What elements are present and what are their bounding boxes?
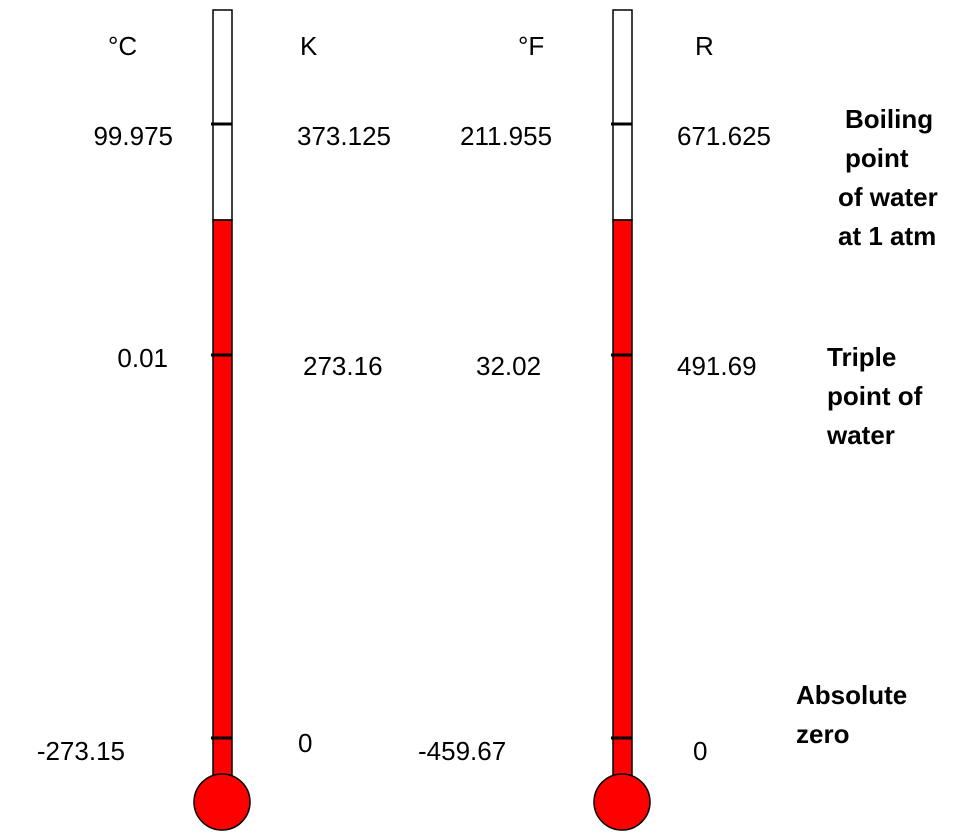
scale-header: °C	[108, 31, 137, 61]
scale-header: °F	[518, 31, 544, 61]
scale-value: 373.125	[297, 121, 391, 151]
thermometer	[593, 9, 651, 831]
scale-value: 99.975	[93, 121, 173, 151]
tube-empty	[212, 9, 233, 221]
scale-value: 211.955	[460, 121, 552, 151]
annotation-line: zero	[796, 719, 849, 749]
thermometer	[193, 9, 251, 831]
annotation-line: Boiling	[845, 104, 933, 134]
tube-fill	[612, 219, 633, 781]
scale-value: 671.625	[677, 121, 771, 151]
scale-value: 273.16	[303, 351, 383, 381]
annotation-line: water	[826, 420, 895, 450]
tube-empty	[612, 9, 633, 221]
scale-header: R	[695, 31, 714, 61]
annotation-line: Absolute	[796, 680, 907, 710]
annotation-line: of water	[838, 182, 938, 212]
bulb	[593, 773, 651, 831]
bulb	[193, 773, 251, 831]
scale-value: 0	[693, 736, 707, 766]
scale-header: K	[300, 31, 318, 61]
annotation-line: at 1 atm	[838, 221, 936, 251]
annotation-line: point of	[827, 381, 923, 411]
annotation-line: Triple	[827, 342, 896, 372]
scale-value: -459.67	[418, 736, 506, 766]
scale-value: 0.01	[117, 343, 168, 373]
scale-value: 0	[298, 728, 312, 758]
scale-value: 491.69	[677, 351, 757, 381]
scale-value: 32.02	[476, 351, 541, 381]
scale-value: -273.15	[37, 736, 125, 766]
tube-fill	[212, 219, 233, 781]
annotation-line: point	[845, 143, 909, 173]
